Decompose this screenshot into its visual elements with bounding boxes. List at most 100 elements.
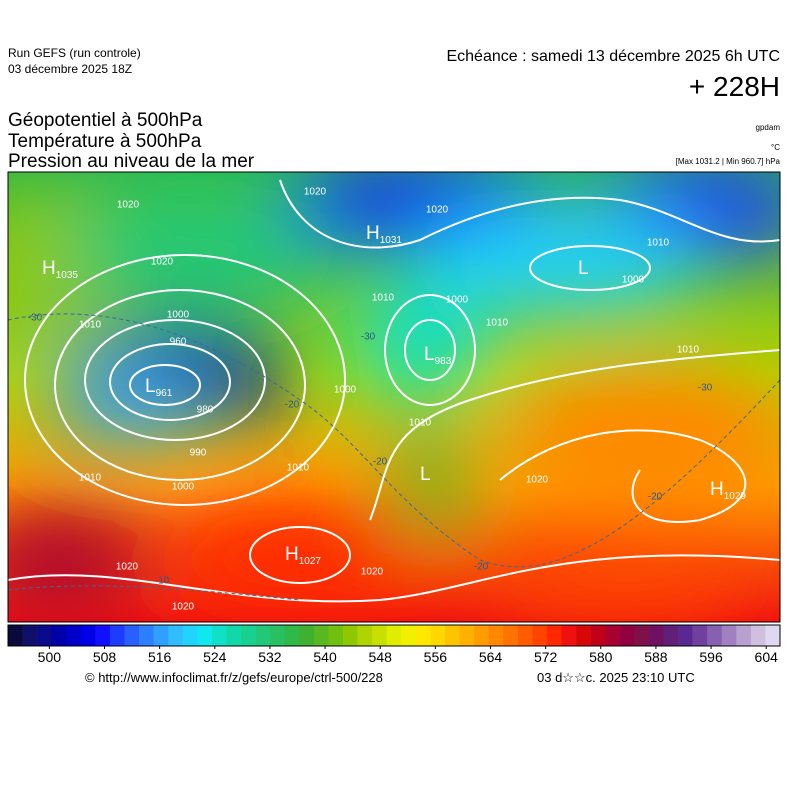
isobar-label: 1010 (287, 463, 310, 474)
colorbar-swatch (634, 625, 650, 646)
unit-label: gpdam (756, 123, 781, 132)
colorbar-tick-label: 524 (203, 649, 227, 665)
colorbar-tick-label: 588 (644, 649, 668, 665)
title-line: Géopotentiel à 500hPa (8, 110, 203, 131)
colorbar-swatch (197, 625, 213, 646)
isobar-label: 1010 (486, 318, 509, 329)
colorbar-swatch (109, 625, 125, 646)
colorbar-swatch (182, 625, 198, 646)
isobar-label: 1010 (677, 345, 700, 356)
colorbar-swatch (765, 625, 781, 646)
colorbar-swatch (284, 625, 300, 646)
colorbar-swatch (37, 625, 52, 646)
isotherm-label: -20 (285, 400, 300, 411)
colorbar-swatch (692, 625, 708, 646)
colorbar-tick-label: 548 (369, 649, 393, 665)
colorbar-frame (7, 624, 781, 647)
colorbar-swatch (488, 625, 504, 646)
colorbar-swatch (124, 625, 140, 646)
isobar-label: 1000 (622, 275, 645, 286)
map: 1020 1020 1020 1020 1010 1000 960 980 99… (8, 172, 780, 622)
isobar-label: 1020 (526, 475, 549, 486)
colorbar-tick-label: 516 (148, 649, 172, 665)
colorbar-swatch (255, 625, 271, 646)
forecast-time: Echéance : samedi 13 décembre 2025 6h UT… (446, 48, 780, 65)
colorbar-swatch (401, 625, 417, 646)
colorbar-swatch (605, 625, 621, 646)
colorbar-swatch (51, 625, 67, 646)
isobars (8, 179, 780, 603)
pressure-center: H1029 (710, 479, 746, 502)
colorbar-swatch (474, 625, 489, 646)
colorbar-swatch (80, 625, 96, 646)
isobar-label: 1010 (409, 418, 432, 429)
isobar-label: 1020 (426, 205, 449, 216)
isobar-label: 1000 (446, 295, 469, 306)
colorbar-swatch (357, 625, 373, 646)
field-shading (8, 172, 780, 620)
colorbar-swatch (561, 625, 577, 646)
isobar-label: 1020 (151, 257, 174, 268)
isobar-label: 1020 (116, 562, 139, 573)
colorbar-swatch (619, 625, 635, 646)
colorbar-swatch (95, 625, 111, 646)
pressure-center: L (578, 258, 589, 279)
center-value: 983 (435, 356, 452, 367)
colorbar-tick-label: 564 (479, 649, 503, 665)
isobar-label: 1000 (334, 385, 357, 396)
center-letter: H (42, 258, 56, 279)
colorbar-swatch (546, 625, 562, 646)
isotherm-label: -20 (474, 562, 489, 573)
colorbar-swatch (66, 625, 82, 646)
colorbar-swatch (386, 625, 402, 646)
colorbar-swatch (444, 625, 460, 646)
pressure-center: H1027 (285, 544, 321, 567)
center-letter: L (424, 344, 435, 365)
isotherm-label: -20 (648, 492, 663, 503)
colorbar-swatch (270, 625, 286, 646)
colorbar-tick-label: 556 (424, 649, 448, 665)
colorbar-swatch (707, 625, 723, 646)
colorbar-swatch (430, 625, 446, 646)
colorbar-swatch (750, 625, 766, 646)
colorbar-swatch (415, 625, 431, 646)
colorbar-swatch (8, 625, 23, 646)
center-value: 1027 (299, 556, 322, 567)
pressure-center: L983 (424, 344, 452, 367)
isobar-label: 980 (197, 405, 214, 416)
center-value: 1035 (56, 270, 79, 281)
lead-time: + 228H (689, 71, 780, 102)
isotherm-label: -30 (698, 383, 713, 394)
colorbar-tick-label: 500 (38, 649, 62, 665)
run-date: 03 décembre 2025 18Z (8, 62, 132, 76)
isobar-label: 1020 (304, 187, 327, 198)
map-frame (7, 171, 781, 623)
colorbar-tick-label: 508 (93, 649, 117, 665)
colorbar-tick-label: 596 (699, 649, 723, 665)
timestamp: 03 d☆☆c. 2025 23:10 UTC (537, 670, 695, 685)
colorbar-swatch (648, 625, 664, 646)
title-line: Température à 500hPa (8, 131, 202, 152)
colorbar-tick-label: 532 (258, 649, 282, 665)
colorbar-swatch (678, 625, 693, 646)
colorbar-swatch (168, 625, 184, 646)
isobar-label: 1000 (167, 310, 190, 321)
colorbar-swatch (241, 625, 256, 646)
pressure-center: L (420, 464, 431, 485)
unit-label: °C (771, 143, 780, 152)
isobar-label: 1020 (117, 200, 140, 211)
pressure-center: H1035 (42, 258, 78, 281)
colorbar-swatch (313, 625, 329, 646)
center-letter: H (285, 544, 299, 565)
colorbar-swatch (663, 625, 679, 646)
isobar-label: 1020 (172, 602, 195, 613)
run-label: Run GEFS (run controle) (8, 46, 141, 60)
colorbar-tick-label: 572 (534, 649, 558, 665)
isotherm-label: -20 (373, 457, 388, 468)
isotherm-label: -30 (28, 313, 43, 324)
source-url: © http://www.infoclimat.fr/z/gefs/europe… (85, 670, 383, 685)
colorbar: 500 508 516 524 532 540 548 556 564 572 580 588 596 6… (7, 624, 781, 665)
isobar-label: 1010 (79, 473, 102, 484)
center-value: 1031 (380, 235, 403, 246)
